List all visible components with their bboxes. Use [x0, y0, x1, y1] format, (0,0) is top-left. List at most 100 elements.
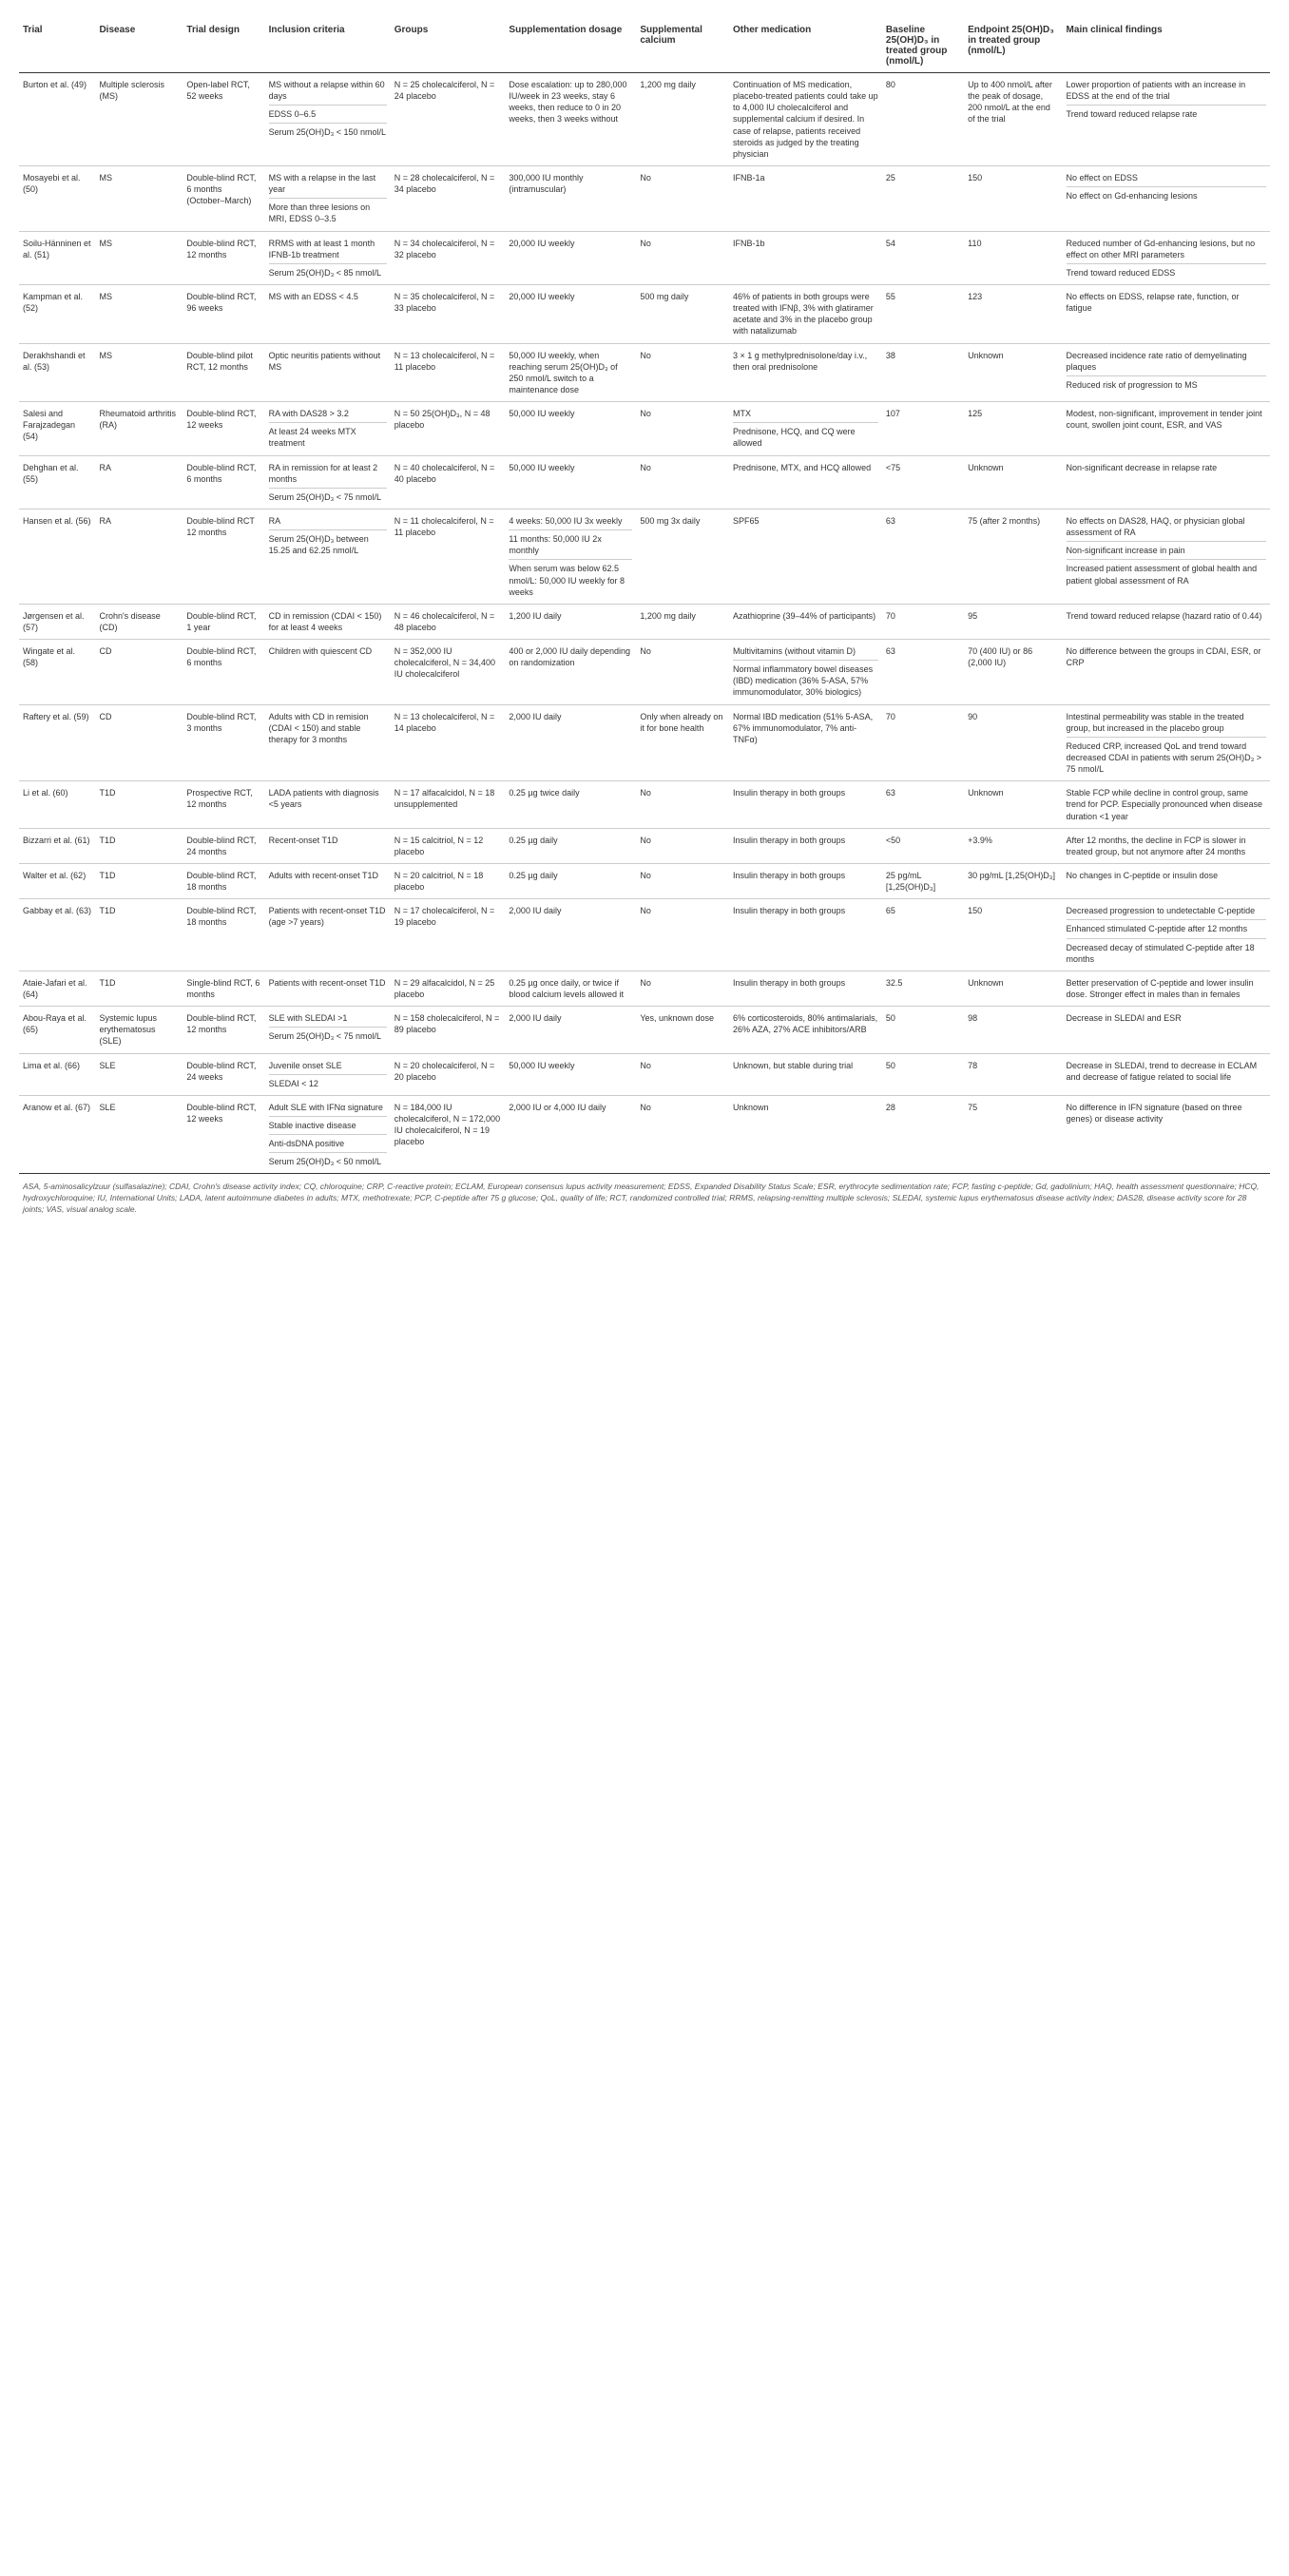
cell-baseline: 107	[882, 402, 964, 455]
col-groups: Groups	[391, 19, 506, 73]
cell-other: Continuation of MS medication, placebo-t…	[729, 73, 882, 166]
cell-other: Insulin therapy in both groups	[729, 899, 882, 971]
cell-other: Multivitamins (without vitamin D)Normal …	[729, 640, 882, 705]
cell-disease: Rheumatoid arthritis (RA)	[95, 402, 183, 455]
cell-groups: N = 352,000 IU cholecalciferol, N = 34,4…	[391, 640, 506, 705]
cell-calcium: No	[636, 828, 729, 863]
table-row: Kampman et al. (52)MSDouble-blind RCT, 9…	[19, 284, 1270, 343]
cell-calcium: No	[636, 343, 729, 402]
cell-findings: Decrease in SLEDAI, trend to decrease in…	[1063, 1053, 1270, 1095]
table-row: Gabbay et al. (63)T1DDouble-blind RCT, 1…	[19, 899, 1270, 971]
cell-findings: No effects on EDSS, relapse rate, functi…	[1063, 284, 1270, 343]
cell-inclusion: Recent-onset T1D	[265, 828, 391, 863]
table-row: Lima et al. (66)SLEDouble-blind RCT, 24 …	[19, 1053, 1270, 1095]
cell-disease: T1D	[95, 781, 183, 828]
cell-baseline: 55	[882, 284, 964, 343]
table-row: Mosayebi et al. (50)MSDouble-blind RCT, …	[19, 165, 1270, 231]
cell-trial: Kampman et al. (52)	[19, 284, 95, 343]
cell-endpoint: 123	[964, 284, 1062, 343]
cell-dosage: 4 weeks: 50,000 IU 3x weekly11 months: 5…	[505, 509, 636, 604]
cell-dosage: 0.25 µg once daily, or twice if blood ca…	[505, 971, 636, 1006]
cell-other: Unknown, but stable during trial	[729, 1053, 882, 1095]
cell-dosage: 0.25 µg daily	[505, 864, 636, 899]
cell-other: MTXPrednisone, HCQ, and CQ were allowed	[729, 402, 882, 455]
cell-trial: Aranow et al. (67)	[19, 1095, 95, 1173]
cell-baseline: 63	[882, 640, 964, 705]
cell-inclusion: LADA patients with diagnosis <5 years	[265, 781, 391, 828]
cell-dosage: 0.25 µg daily	[505, 828, 636, 863]
cell-other: 6% corticosteroids, 80% antimalarials, 2…	[729, 1007, 882, 1053]
cell-calcium: Only when already on it for bone health	[636, 704, 729, 781]
cell-design: Double-blind RCT 12 months	[183, 509, 264, 604]
cell-calcium: No	[636, 455, 729, 509]
cell-findings: Non-significant decrease in relapse rate	[1063, 455, 1270, 509]
col-dosage: Supplementation dosage	[505, 19, 636, 73]
table-row: Walter et al. (62)T1DDouble-blind RCT, 1…	[19, 864, 1270, 899]
col-findings: Main clinical findings	[1063, 19, 1270, 73]
table-row: Hansen et al. (56)RADouble-blind RCT 12 …	[19, 509, 1270, 604]
cell-design: Double-blind RCT, 24 months	[183, 828, 264, 863]
cell-inclusion: MS with an EDSS < 4.5	[265, 284, 391, 343]
cell-endpoint: +3.9%	[964, 828, 1062, 863]
cell-trial: Mosayebi et al. (50)	[19, 165, 95, 231]
cell-calcium: No	[636, 165, 729, 231]
cell-dosage: 20,000 IU weekly	[505, 284, 636, 343]
cell-baseline: 54	[882, 231, 964, 284]
cell-dosage: 2,000 IU daily	[505, 899, 636, 971]
col-calcium: Supplemental calcium	[636, 19, 729, 73]
col-trial: Trial	[19, 19, 95, 73]
cell-dosage: 50,000 IU weekly	[505, 1053, 636, 1095]
cell-calcium: No	[636, 402, 729, 455]
cell-design: Double-blind RCT, 12 weeks	[183, 1095, 264, 1173]
cell-inclusion: RA in remission for at least 2 monthsSer…	[265, 455, 391, 509]
cell-inclusion: Patients with recent-onset T1D	[265, 971, 391, 1006]
cell-endpoint: 70 (400 IU) or 86 (2,000 IU)	[964, 640, 1062, 705]
cell-groups: N = 158 cholecalciferol, N = 89 placebo	[391, 1007, 506, 1053]
cell-inclusion: Patients with recent-onset T1D (age >7 y…	[265, 899, 391, 971]
cell-findings: Trend toward reduced relapse (hazard rat…	[1063, 604, 1270, 639]
cell-endpoint: Up to 400 nmol/L after the peak of dosag…	[964, 73, 1062, 166]
table-row: Wingate et al. (58)CDDouble-blind RCT, 6…	[19, 640, 1270, 705]
cell-findings: Decreased incidence rate ratio of demyel…	[1063, 343, 1270, 402]
cell-inclusion: RA with DAS28 > 3.2At least 24 weeks MTX…	[265, 402, 391, 455]
cell-calcium: 500 mg 3x daily	[636, 509, 729, 604]
cell-design: Double-blind pilot RCT, 12 months	[183, 343, 264, 402]
cell-dosage: Dose escalation: up to 280,000 IU/week i…	[505, 73, 636, 166]
cell-inclusion: RASerum 25(OH)D₃ between 15.25 and 62.25…	[265, 509, 391, 604]
cell-disease: Multiple sclerosis (MS)	[95, 73, 183, 166]
cell-design: Double-blind RCT, 3 months	[183, 704, 264, 781]
cell-design: Double-blind RCT, 1 year	[183, 604, 264, 639]
cell-other: Normal IBD medication (51% 5-ASA, 67% im…	[729, 704, 882, 781]
cell-disease: RA	[95, 455, 183, 509]
cell-trial: Abou-Raya et al. (65)	[19, 1007, 95, 1053]
cell-other: IFNB-1b	[729, 231, 882, 284]
col-disease: Disease	[95, 19, 183, 73]
cell-other: Insulin therapy in both groups	[729, 781, 882, 828]
cell-dosage: 2,000 IU or 4,000 IU daily	[505, 1095, 636, 1173]
cell-findings: Lower proportion of patients with an inc…	[1063, 73, 1270, 166]
cell-trial: Jørgensen et al. (57)	[19, 604, 95, 639]
cell-disease: MS	[95, 231, 183, 284]
cell-calcium: No	[636, 899, 729, 971]
cell-dosage: 2,000 IU daily	[505, 1007, 636, 1053]
cell-groups: N = 46 cholecalciferol, N = 48 placebo	[391, 604, 506, 639]
cell-trial: Walter et al. (62)	[19, 864, 95, 899]
cell-findings: Modest, non-significant, improvement in …	[1063, 402, 1270, 455]
cell-trial: Burton et al. (49)	[19, 73, 95, 166]
cell-inclusion: Juvenile onset SLESLEDAI < 12	[265, 1053, 391, 1095]
cell-inclusion: MS without a relapse within 60 daysEDSS …	[265, 73, 391, 166]
cell-other: SPF65	[729, 509, 882, 604]
table-row: Soilu-Hänninen et al. (51)MSDouble-blind…	[19, 231, 1270, 284]
cell-dosage: 50,000 IU weekly, when reaching serum 25…	[505, 343, 636, 402]
cell-calcium: No	[636, 864, 729, 899]
cell-inclusion: Adult SLE with IFNα signatureStable inac…	[265, 1095, 391, 1173]
cell-dosage: 300,000 IU monthly (intramuscular)	[505, 165, 636, 231]
cell-trial: Hansen et al. (56)	[19, 509, 95, 604]
cell-disease: RA	[95, 509, 183, 604]
cell-trial: Ataie-Jafari et al. (64)	[19, 971, 95, 1006]
header-row: Trial Disease Trial design Inclusion cri…	[19, 19, 1270, 73]
table-row: Aranow et al. (67)SLEDouble-blind RCT, 1…	[19, 1095, 1270, 1173]
cell-findings: Stable FCP while decline in control grou…	[1063, 781, 1270, 828]
cell-design: Double-blind RCT, 18 months	[183, 864, 264, 899]
cell-groups: N = 34 cholecalciferol, N = 32 placebo	[391, 231, 506, 284]
